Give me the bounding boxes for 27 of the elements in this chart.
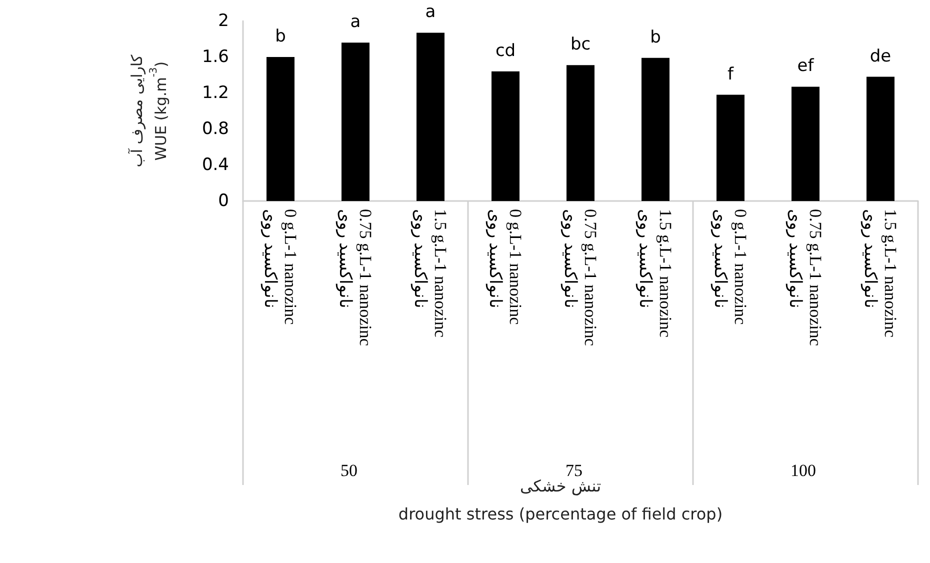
- data-label: b: [650, 27, 661, 48]
- data-label: a: [350, 12, 361, 32]
- data-label: cd: [495, 40, 516, 61]
- y-tick-label: 0.8: [202, 119, 229, 139]
- data-label: bc: [570, 34, 591, 55]
- bar: [342, 42, 370, 201]
- bar: [866, 76, 894, 201]
- text: 50: [340, 461, 358, 480]
- bar: [566, 65, 594, 201]
- bar: [416, 32, 444, 201]
- y-tick-label: 1.2: [202, 83, 229, 103]
- bar: [492, 71, 520, 201]
- data-label: ef: [797, 56, 815, 76]
- text: 75: [566, 461, 582, 480]
- data-label: a: [425, 2, 436, 22]
- bar: [642, 58, 670, 201]
- text: 100: [790, 461, 816, 480]
- bar: [266, 57, 294, 201]
- y-tick-label: 0: [218, 191, 229, 211]
- y-tick-label: 1.6: [202, 47, 229, 67]
- data-label: f: [728, 64, 734, 84]
- data-label: b: [275, 26, 286, 46]
- y-tick-label: 2: [218, 11, 229, 31]
- bar: [716, 94, 744, 201]
- bar: [792, 86, 820, 201]
- data-label: de: [870, 46, 892, 66]
- y-tick-label: 0.4: [202, 155, 229, 175]
